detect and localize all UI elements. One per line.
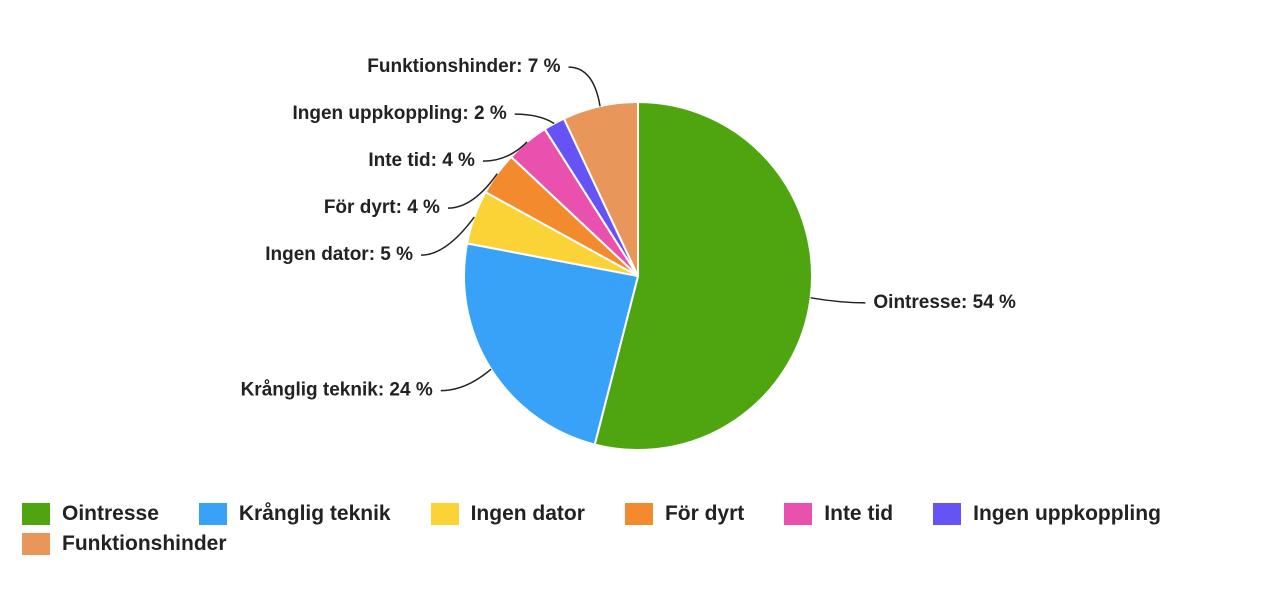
legend-label: Ingen uppkoppling bbox=[973, 502, 1161, 525]
legend-swatch bbox=[198, 503, 227, 525]
leader-line bbox=[440, 368, 492, 392]
legend-swatch bbox=[22, 533, 50, 555]
legend-item[interactable]: Inte tid bbox=[784, 502, 893, 526]
legend-label: Funktionshinder bbox=[62, 532, 227, 555]
data-label: Inte tid: 4 % bbox=[368, 150, 475, 171]
leader-line bbox=[810, 297, 866, 304]
legend-label: Ingen dator bbox=[470, 502, 585, 525]
legend-swatch bbox=[933, 503, 962, 525]
leader-line bbox=[421, 216, 475, 256]
data-label: Ingen uppkoppling: 2 % bbox=[292, 103, 506, 124]
data-label: Funktionshinder: 7 % bbox=[367, 56, 560, 77]
legend-label: Ointresse bbox=[62, 502, 159, 525]
chart: Ointresse: 54 % Krånglig teknik: 24 % Inge… bbox=[241, 56, 1016, 451]
legend-label: För dyrt bbox=[664, 502, 745, 525]
legend-item[interactable]: Krånglig teknik bbox=[198, 502, 391, 526]
legend-item[interactable]: Funktionshinder bbox=[22, 532, 227, 556]
legend-item[interactable]: Ointresse bbox=[22, 502, 159, 526]
leader-line bbox=[482, 141, 528, 162]
pie-slice bbox=[463, 242, 640, 446]
legend: Ointresse Krånglig teknik Ingen dator För d… bbox=[22, 502, 1272, 556]
legend-swatch bbox=[784, 503, 813, 525]
legend-item[interactable]: Ingen uppkoppling bbox=[933, 502, 1161, 526]
legend-item[interactable]: Ingen dator bbox=[430, 502, 585, 526]
pie-slice bbox=[562, 100, 639, 277]
legend-label: Inte tid bbox=[824, 502, 894, 525]
legend-swatch bbox=[624, 503, 653, 525]
leader-line bbox=[514, 113, 555, 125]
legend-item[interactable]: För dyrt bbox=[624, 502, 745, 526]
leader-line bbox=[568, 66, 601, 107]
leader-line bbox=[447, 173, 498, 209]
data-label: Krånglig teknik: 24 % bbox=[241, 380, 433, 401]
data-label: För dyrt: 4 % bbox=[324, 197, 440, 218]
legend-label: Krånglig teknik bbox=[238, 502, 391, 525]
data-label: Ingen dator: 5 % bbox=[265, 244, 413, 265]
legend-swatch bbox=[430, 503, 459, 525]
legend-swatch bbox=[22, 503, 50, 525]
data-label: Ointresse: 54 % bbox=[873, 292, 1016, 313]
